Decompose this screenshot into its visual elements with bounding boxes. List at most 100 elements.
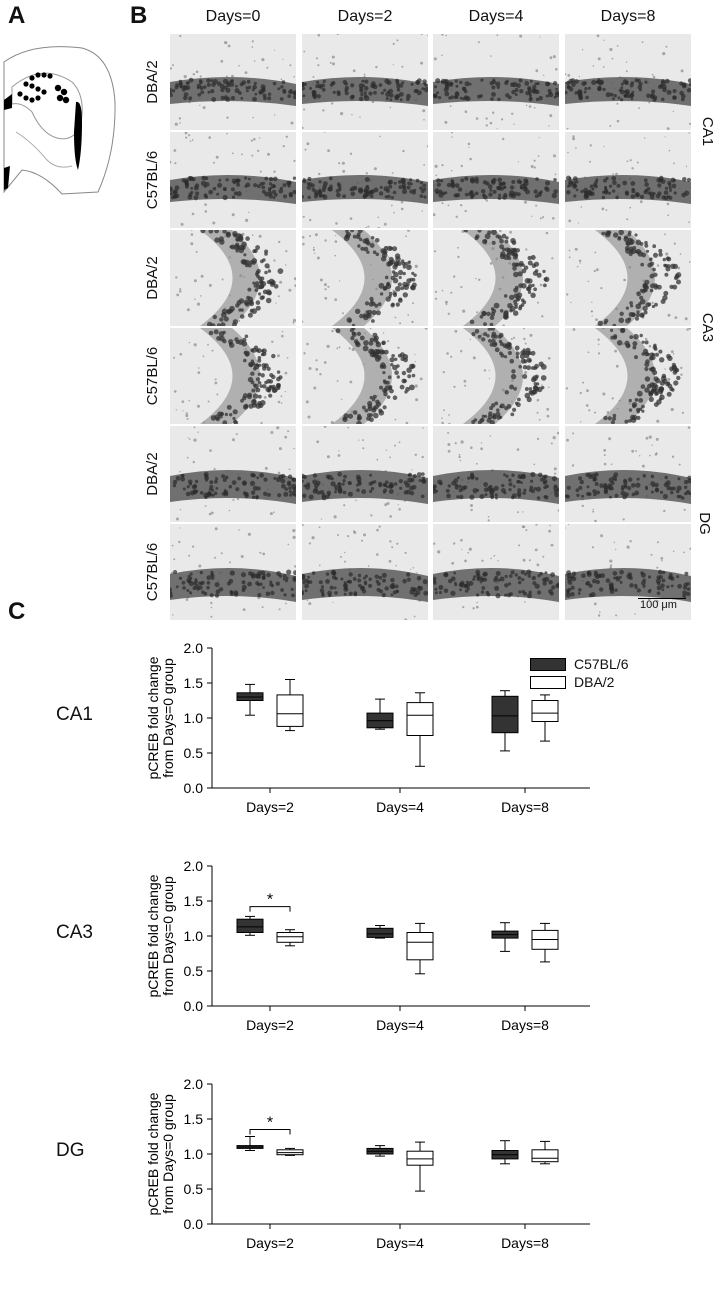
micrograph-tile: [302, 328, 428, 424]
y-tick-label: 1.5: [184, 675, 204, 691]
y-tick-label: 1.5: [184, 1111, 204, 1127]
scale-bar-label: 100 μm: [640, 599, 677, 611]
micrograph-tile: [565, 524, 691, 620]
box-dba-2-days-2: [276, 1147, 304, 1156]
micrograph-tile: [565, 34, 691, 130]
y-tick-label: 0.5: [184, 745, 204, 761]
micrograph-tile: [565, 426, 691, 522]
micrograph-tile: [302, 230, 428, 326]
box-c57bl-6-days-2: [236, 683, 264, 716]
box-c57bl-6-days-2: [236, 1136, 264, 1151]
box-c57bl-6-days-8: [491, 1140, 519, 1165]
micrograph-tile: [302, 132, 428, 228]
box-dba-2-days-8: [531, 922, 559, 963]
y-tick-label: 0.5: [184, 963, 204, 979]
micrograph-tile: [302, 524, 428, 620]
micrograph-tile: [565, 132, 691, 228]
legend-label-dba: DBA/2: [574, 674, 615, 690]
legend-label-c57: C57BL/6: [574, 656, 629, 672]
micrograph-tile: [170, 34, 296, 130]
box-dba-2-days-8: [531, 694, 559, 742]
ventricle-shape: [74, 101, 82, 170]
column-header: Days=0: [205, 8, 261, 25]
x-tick-label: Days=4: [376, 1017, 424, 1033]
box-c57bl-6-days-4: [366, 925, 394, 939]
box-dba-2-days-2: [276, 929, 304, 947]
box-c57bl-6-days-4: [366, 698, 394, 730]
box-c57bl-6-days-8: [491, 922, 519, 952]
micrograph-tile: [565, 328, 691, 424]
box-plot-ca1: 0.0 0.5 1.0 1.5 2.0 pCREB fold changefrom Day…: [145, 640, 590, 815]
panel-b-label: B: [130, 2, 148, 29]
y-tick-label: 0.0: [184, 780, 204, 796]
row-strain-label: DBA/2: [144, 452, 161, 496]
column-header: Days=8: [600, 8, 656, 25]
box-plot-ca3: 0.0 0.5 1.0 1.5 2.0 pCREB fold changefrom Day…: [145, 858, 590, 1033]
box-dba-2-days-4: [406, 922, 434, 975]
box-dba-2-days-4: [406, 1141, 434, 1192]
x-tick-label: Days=8: [501, 1235, 549, 1251]
micrograph-tile: [433, 230, 559, 326]
micrograph-tile: [170, 132, 296, 228]
micrograph-tile: [433, 132, 559, 228]
panel-c-label: C: [8, 598, 26, 625]
micrograph-tile: [433, 328, 559, 424]
y-tick-label: 1.0: [184, 928, 204, 944]
micrograph-tile: [302, 426, 428, 522]
y-axis-label: pCREB fold changefrom Days=0 group: [145, 874, 176, 997]
y-tick-label: 2.0: [184, 640, 204, 656]
x-tick-label: Days=8: [501, 799, 549, 815]
micrograph-tile: [433, 34, 559, 130]
micrograph-tile: [433, 426, 559, 522]
box-c57bl-6-days-4: [366, 1145, 394, 1157]
micrograph-tile: [170, 230, 296, 326]
box-dba-2-days-2: [276, 679, 304, 732]
x-tick-label: Days=2: [246, 1235, 294, 1251]
region-label: DG: [695, 512, 713, 535]
y-tick-label: 0.0: [184, 1216, 204, 1232]
x-tick-label: Days=4: [376, 799, 424, 815]
y-tick-label: 0.5: [184, 1181, 204, 1197]
micrograph-tile: [170, 328, 296, 424]
brain-section-schematic: [3, 46, 116, 195]
box-dba-2-days-8: [531, 1140, 559, 1165]
brain-outline: [3, 46, 116, 195]
column-header: Days=2: [337, 8, 393, 25]
micrograph-tile: [170, 426, 296, 522]
y-axis-label: pCREB fold changefrom Days=0 group: [145, 656, 176, 779]
box-c57bl-6-days-8: [491, 690, 519, 752]
row-strain-label: C57BL/6: [144, 150, 161, 210]
y-tick-label: 1.5: [184, 893, 204, 909]
panel-a-label: A: [8, 2, 26, 29]
micrograph-tile: [302, 34, 428, 130]
y-tick-label: 1.0: [184, 1146, 204, 1162]
y-axis-label: pCREB fold changefrom Days=0 group: [145, 1092, 176, 1215]
significance-star: *: [267, 1115, 273, 1132]
legend-swatch-c57: [530, 657, 566, 671]
x-tick-label: Days=8: [501, 1017, 549, 1033]
legend-item-c57: C57BL/6: [530, 655, 628, 673]
micrograph-tile: [433, 524, 559, 620]
inner-contour: [15, 131, 73, 168]
y-tick-label: 2.0: [184, 858, 204, 874]
chart-region-label: DG: [56, 1140, 85, 1161]
region-label: CA3: [699, 312, 717, 343]
box-c57bl-6-days-2: [236, 915, 264, 936]
micrograph-tile: [170, 524, 296, 620]
x-tick-label: Days=2: [246, 799, 294, 815]
hippocampus-outline: [11, 72, 83, 140]
row-strain-label: DBA/2: [144, 256, 161, 300]
significance-bracket: [249, 906, 291, 912]
column-header: Days=4: [468, 8, 524, 25]
chart-region-label: CA3: [56, 922, 93, 943]
y-tick-label: 0.0: [184, 998, 204, 1014]
significance-bracket: [249, 1129, 291, 1135]
legend-item-dba: DBA/2: [530, 673, 628, 691]
y-tick-label: 2.0: [184, 1076, 204, 1092]
ventricle-left: [4, 94, 12, 110]
scale-bar-line: [638, 598, 686, 599]
sampling-dots: [17, 72, 70, 104]
region-label: CA1: [699, 116, 717, 147]
ventricle-bottom: [4, 166, 10, 190]
box-plot-dg: 0.0 0.5 1.0 1.5 2.0 pCREB fold changefrom Day…: [145, 1076, 590, 1251]
